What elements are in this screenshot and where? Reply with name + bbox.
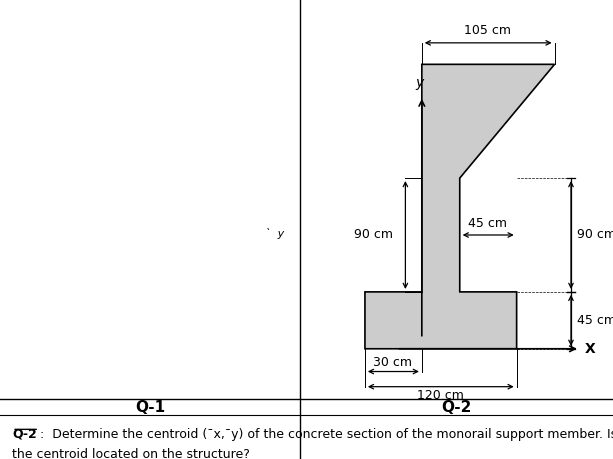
- Text: 45 cm: 45 cm: [577, 314, 613, 327]
- Text: Q-2: Q-2: [12, 428, 37, 441]
- Text: 90 cm: 90 cm: [577, 229, 613, 241]
- Text: `  y: ` y: [265, 228, 284, 239]
- Text: 45 cm: 45 cm: [468, 217, 507, 230]
- Text: Q-2: Q-2: [441, 400, 472, 415]
- Text: :  Determine the centroid (¯x,¯y) of the concrete section of the monorail suppor: : Determine the centroid (¯x,¯y) of the …: [40, 428, 613, 441]
- Text: the centroid located on the structure?: the centroid located on the structure?: [12, 448, 250, 459]
- Text: Q-1: Q-1: [135, 400, 166, 415]
- Text: 30 cm: 30 cm: [373, 356, 413, 369]
- Text: 90 cm: 90 cm: [354, 229, 393, 241]
- Text: 105 cm: 105 cm: [464, 23, 511, 37]
- Text: 120 cm: 120 cm: [417, 389, 464, 402]
- Text: X: X: [585, 342, 596, 356]
- Polygon shape: [365, 64, 555, 349]
- Text: y: y: [415, 76, 424, 90]
